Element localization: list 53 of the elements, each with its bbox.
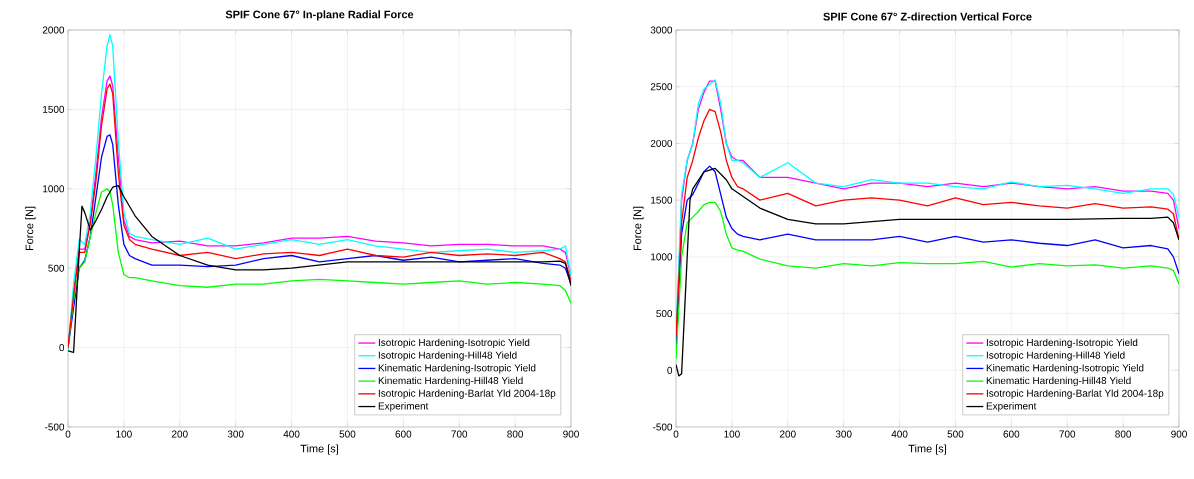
legend-label: Isotropic Hardening-Isotropic Yield — [986, 338, 1138, 348]
x-tick-label: 200 — [779, 430, 796, 438]
y-tick-label: 1000 — [43, 185, 65, 193]
x-tick-label: 200 — [171, 430, 188, 438]
legend-label: Isotropic Hardening-Hill48 Yield — [986, 351, 1125, 361]
legend-label: Isotropic Hardening-Barlat Yld 2004-18p — [378, 389, 556, 399]
legend-label: Experiment — [986, 402, 1037, 412]
x-tick-label: 500 — [947, 430, 964, 438]
y-tick-label: 3000 — [650, 26, 673, 34]
x-tick-label: 100 — [724, 430, 740, 438]
legend-label: Isotropic Hardening-Isotropic Yield — [378, 338, 530, 348]
chart-title: SPIF Cone 67° Z-direction Vertical Force — [823, 12, 1032, 21]
y-tick-label: -500 — [44, 423, 65, 431]
y-tick-label: 1500 — [651, 196, 673, 204]
x-tick-label: 600 — [395, 430, 412, 438]
chart-title: SPIF Cone 67° In-plane Radial Force — [225, 10, 414, 21]
y-tick-label: 1500 — [43, 105, 65, 113]
x-tick-label: 800 — [507, 430, 524, 438]
y-tick-label: 0 — [667, 366, 673, 374]
x-tick-label: 800 — [1115, 430, 1132, 438]
y-axis-title: Force [N] — [633, 206, 644, 251]
x-axis-title: Time [s] — [300, 444, 338, 455]
x-tick-label: 300 — [835, 430, 852, 438]
legend-label: Kinematic Hardening-Hill48 Yield — [986, 376, 1131, 387]
x-tick-label: 0 — [673, 430, 679, 438]
x-tick-label: 400 — [283, 430, 300, 438]
y-tick-label: 2000 — [650, 139, 673, 147]
x-tick-label: 0 — [65, 430, 71, 438]
x-tick-label: 700 — [1059, 430, 1076, 438]
x-tick-label: 300 — [227, 430, 244, 438]
x-tick-label: 700 — [451, 430, 468, 438]
x-tick-label: 900 — [1171, 430, 1187, 438]
x-tick-label: 100 — [116, 430, 132, 438]
legend-label: Isotropic Hardening-Barlat Yld 2004-18p — [986, 389, 1164, 399]
x-tick-label: 600 — [1003, 430, 1020, 438]
y-axis-title: Force [N] — [25, 206, 36, 251]
legend-label: Experiment — [378, 402, 429, 412]
y-tick-label: 500 — [48, 264, 65, 272]
legend-label: Kinematic Hardening-Isotropic Yield — [378, 364, 536, 374]
y-tick-label: -500 — [652, 423, 673, 431]
y-tick-label: 0 — [59, 344, 65, 352]
y-tick-label: 500 — [656, 310, 673, 318]
y-tick-label: 2500 — [650, 83, 673, 91]
x-tick-label: 400 — [891, 430, 908, 438]
y-tick-label: 1000 — [651, 253, 673, 261]
legend-label: Kinematic Hardening-Isotropic Yield — [986, 364, 1144, 374]
legend-label: Isotropic Hardening-Hill48 Yield — [378, 351, 517, 361]
x-tick-label: 500 — [339, 430, 356, 438]
y-tick-label: 2000 — [42, 26, 65, 34]
line-series — [676, 201, 1179, 360]
x-axis-title: Time [s] — [908, 444, 946, 455]
x-tick-label: 900 — [563, 430, 579, 438]
legend-label: Kinematic Hardening-Hill48 Yield — [378, 376, 523, 387]
